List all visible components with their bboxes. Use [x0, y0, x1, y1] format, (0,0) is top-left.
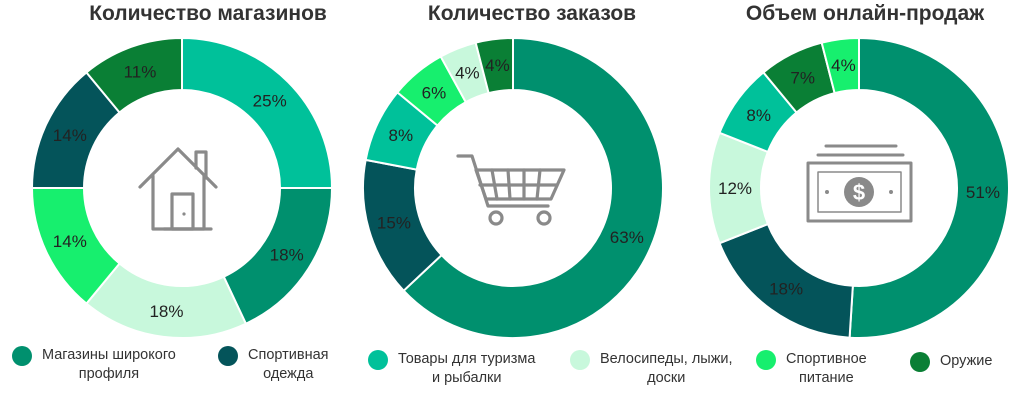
slice-percent-label: 7%: [790, 69, 815, 88]
legend-dot: [368, 350, 388, 370]
money-icon: $: [806, 144, 913, 223]
donut-online-sales: 51% 18% 12% 8% 7% 4%: [708, 36, 1010, 339]
legend-label: Товары для туризма: [398, 351, 536, 367]
legend-item-sports-nutrition: Спортивное питание: [756, 350, 867, 388]
donut-slice: [181, 36, 334, 189]
chart-title-stores: Количество магазинов: [89, 2, 327, 25]
shopping-cart-icon: [456, 154, 566, 226]
legend-item-sportswear: Спортивная одежда: [218, 346, 329, 384]
donut-slice: [402, 36, 664, 339]
legend-label: Магазины широкого: [42, 347, 176, 363]
legend-dot: [756, 350, 776, 370]
slice-percent-label: 18%: [270, 245, 304, 264]
donut-slice: [820, 36, 860, 95]
slice-percent-label: 8%: [746, 106, 771, 125]
slice-percent-label: 25%: [253, 91, 287, 110]
legend-dot: [12, 346, 32, 366]
slice-percent-label: 15%: [377, 214, 411, 233]
donut-orders: 63% 15% 8% 6% 4% 4%: [362, 36, 664, 339]
legend-label: доски: [647, 370, 686, 386]
slice-percent-label: 8%: [389, 126, 414, 145]
legend-item-tourism-fishing: Товары для туризма и рыбалки: [368, 350, 535, 388]
donut-slice: [84, 36, 183, 114]
slice-percent-label: 18%: [149, 302, 183, 321]
donut-stores: 25% 18% 18% 14% 14% 11%: [30, 36, 334, 339]
chart-title-orders: Количество заказов: [427, 2, 637, 25]
legend-label: Спортивное: [786, 351, 867, 367]
legend-dot: [910, 352, 930, 372]
slice-percent-label: 18%: [769, 279, 803, 298]
legend-label: одежда: [263, 366, 314, 382]
svg-text:$: $: [853, 180, 865, 205]
legend-item-bikes-skis-boards: Велосипеды, лыжи, доски: [570, 350, 733, 388]
slice-percent-label: 4%: [455, 64, 480, 83]
legend-label: Спортивная: [248, 347, 329, 363]
slice-percent-label: 4%: [485, 56, 510, 75]
legend-item-weapons: Оружие: [910, 352, 992, 372]
legend-label: Оружие: [940, 353, 993, 369]
legend-label: и рыбалки: [431, 370, 502, 386]
slice-percent-label: 14%: [53, 126, 87, 145]
slice-percent-label: 51%: [966, 183, 1000, 202]
legend-label: питание: [799, 370, 854, 386]
slice-percent-label: 12%: [718, 179, 752, 198]
legend-dot: [218, 346, 238, 366]
donut-slice: [848, 36, 1010, 339]
legend-item-general-stores: Магазины широкого профиля: [12, 346, 176, 384]
slice-percent-label: 4%: [831, 56, 856, 75]
legend-dot: [570, 350, 590, 370]
donut-slice: [474, 36, 514, 95]
slice-percent-label: 63%: [610, 228, 644, 247]
slice-percent-label: 11%: [124, 62, 157, 81]
legend-label: Велосипеды, лыжи,: [600, 351, 733, 367]
slice-percent-label: 6%: [422, 83, 447, 102]
legend-label: профиля: [78, 366, 140, 382]
slice-percent-label: 14%: [53, 232, 87, 251]
chart-title-online-sales: Объем онлайн-продаж: [745, 2, 985, 25]
house-icon: [138, 147, 218, 231]
